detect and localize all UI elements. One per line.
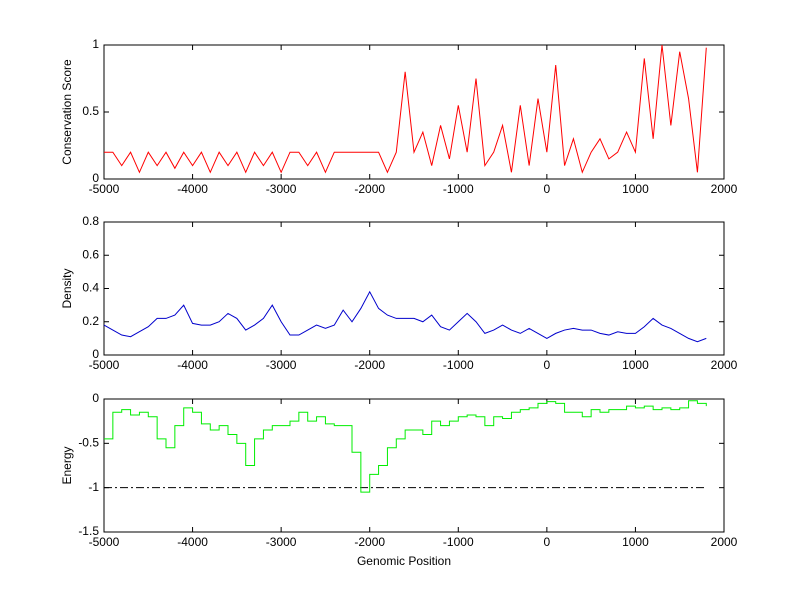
data-line bbox=[104, 44, 707, 174]
x-axis-label: Genomic Position bbox=[357, 554, 451, 568]
y-tick-label: 0.4 bbox=[82, 281, 99, 295]
y-tick-label: -1 bbox=[88, 480, 99, 494]
x-tick-label: -4000 bbox=[177, 182, 208, 196]
x-tick-label: 2000 bbox=[711, 182, 738, 196]
x-tick-label: -4000 bbox=[177, 358, 208, 372]
x-tick-label: -5000 bbox=[89, 535, 120, 549]
x-tick-label: -2000 bbox=[354, 358, 385, 372]
y-tick-label: 0 bbox=[92, 347, 99, 361]
x-tick-label: -5000 bbox=[89, 182, 120, 196]
x-tick-label: 1000 bbox=[622, 182, 649, 196]
x-tick-label: -1000 bbox=[443, 358, 474, 372]
y-tick-label: 0.2 bbox=[82, 314, 99, 328]
x-tick-label: -1000 bbox=[443, 535, 474, 549]
x-tick-label: 2000 bbox=[711, 358, 738, 372]
x-tick-label: -2000 bbox=[354, 182, 385, 196]
x-tick-label: -3000 bbox=[266, 182, 297, 196]
x-tick-label: 0 bbox=[544, 535, 551, 549]
y-tick-label: 0.6 bbox=[82, 247, 99, 261]
x-tick-label: 1000 bbox=[622, 535, 649, 549]
x-tick-label: 1000 bbox=[622, 358, 649, 372]
y-axis-label: Density bbox=[60, 268, 74, 308]
x-tick-label: 0 bbox=[544, 182, 551, 196]
x-tick-label: -3000 bbox=[266, 358, 297, 372]
y-tick-label: 0.8 bbox=[82, 214, 99, 228]
x-tick-label: -4000 bbox=[177, 535, 208, 549]
axes-box bbox=[103, 44, 725, 180]
y-axis-label: Energy bbox=[60, 446, 74, 484]
axes-box bbox=[103, 221, 725, 356]
y-tick-label: -1.5 bbox=[78, 524, 99, 538]
y-tick-label: 0 bbox=[92, 391, 99, 405]
x-tick-label: -3000 bbox=[266, 535, 297, 549]
data-line bbox=[104, 400, 707, 493]
axes-box bbox=[103, 398, 725, 533]
x-tick-label: -5000 bbox=[89, 358, 120, 372]
y-tick-label: -0.5 bbox=[78, 436, 99, 450]
x-tick-label: -1000 bbox=[443, 182, 474, 196]
y-tick-label: 1 bbox=[92, 37, 99, 51]
data-line bbox=[103, 290, 707, 343]
x-tick-label: 2000 bbox=[711, 535, 738, 549]
y-axis-label: Conservation Score bbox=[60, 59, 74, 165]
x-tick-label: -2000 bbox=[354, 535, 385, 549]
x-tick-label: 0 bbox=[544, 358, 551, 372]
y-tick-label: 0 bbox=[92, 171, 99, 185]
y-tick-label: 0.5 bbox=[82, 104, 99, 118]
